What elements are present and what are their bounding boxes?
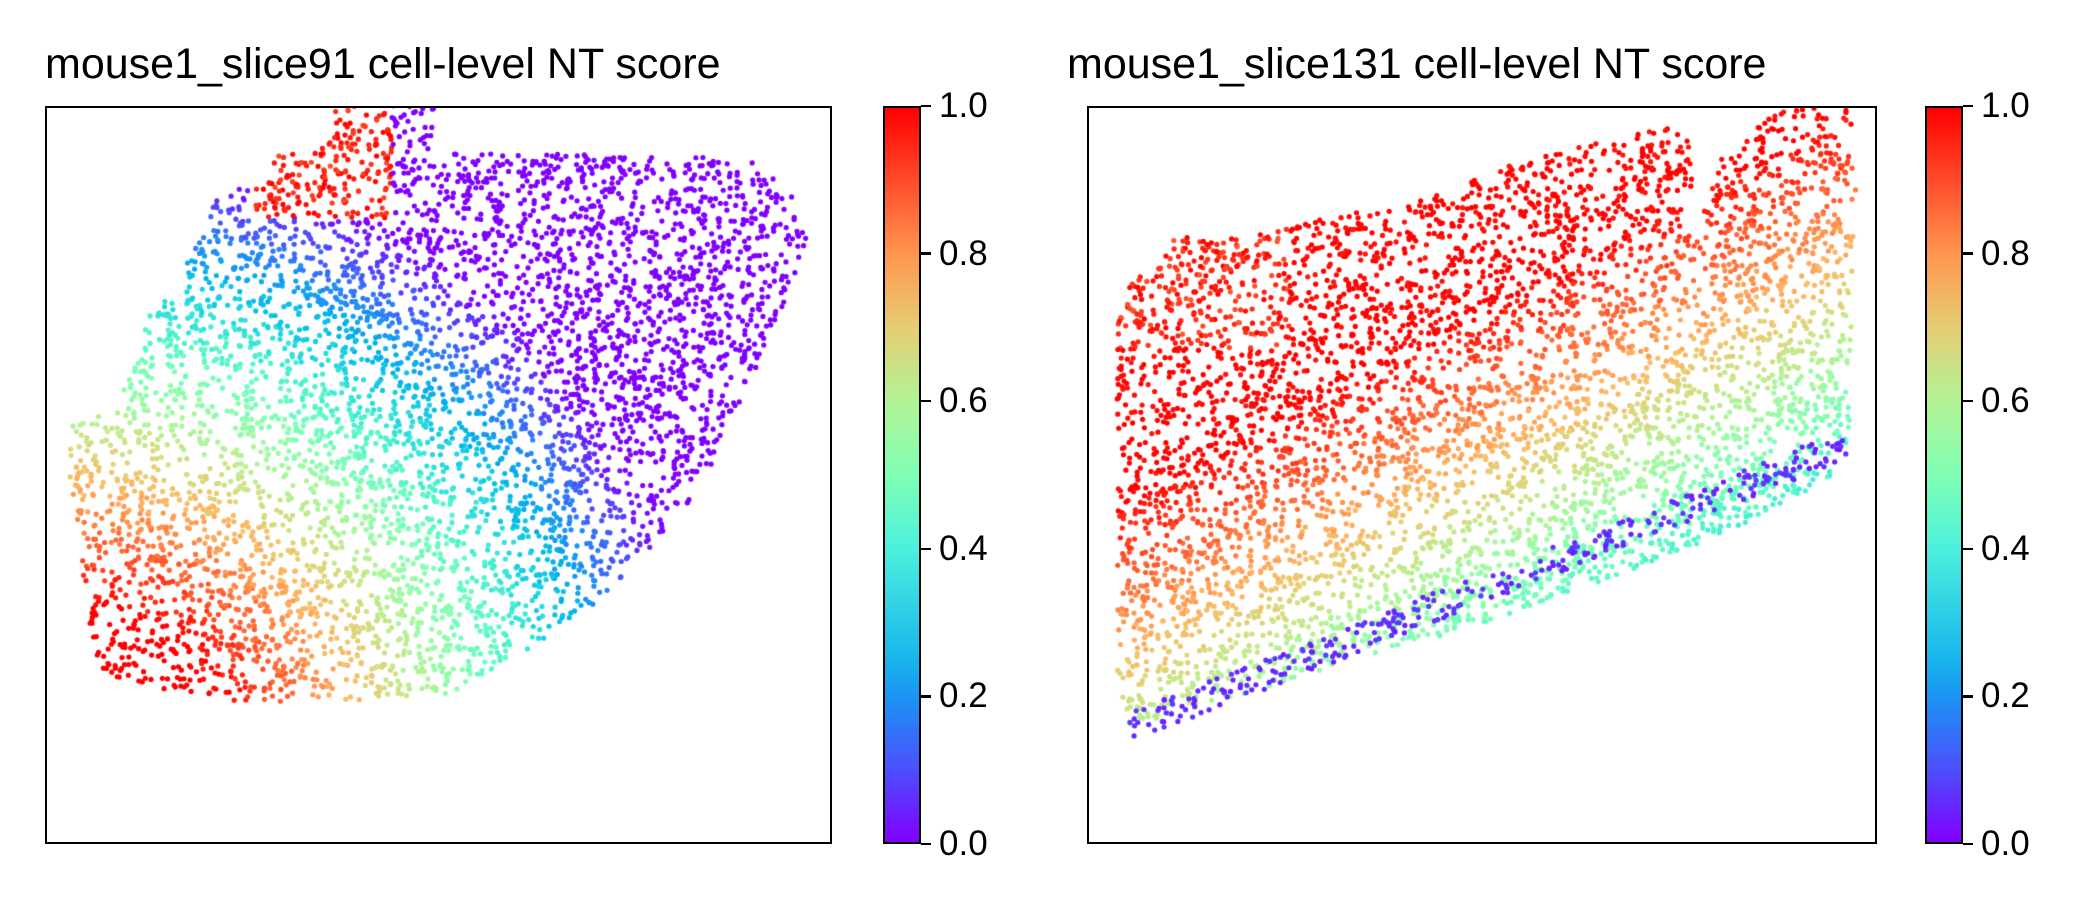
colorbar-tick-mark [921, 695, 931, 698]
colorbar-tick-label: 0.6 [939, 381, 988, 421]
colorbar-tick-mark [1963, 547, 1973, 551]
colorbar-tick-label: 0.2 [1981, 676, 2030, 716]
colorbar-tick-mark [921, 547, 931, 551]
colorbar-slice91 [883, 106, 921, 844]
colorbar-tick-label: 1.0 [1981, 86, 2030, 125]
colorbar-tick-label: 0.8 [1981, 233, 2030, 273]
chart-title-slice91: mouse1_slice91 cell-level NT score [45, 40, 721, 88]
colorbar-tick-mark [921, 252, 931, 255]
scatter-points-slice131 [1089, 108, 1874, 841]
colorbar-tick-mark [1963, 104, 1973, 108]
colorbar-tick-label: 1.0 [939, 86, 988, 125]
colorbar-tick-label: 0.4 [939, 528, 988, 568]
colorbar-tick-mark [1963, 252, 1973, 255]
colorbar-tick-label: 0.4 [1981, 528, 2030, 568]
colorbar-tick-mark [921, 104, 931, 108]
colorbar-tick-mark [1963, 695, 1973, 698]
colorbar-tick-mark [921, 399, 931, 403]
colorbar-tick-mark [921, 842, 931, 846]
colorbar-slice131 [1925, 106, 1963, 844]
colorbar-tick-label: 0.8 [939, 233, 988, 273]
scatter-points-slice91 [47, 108, 829, 841]
colorbar-tick-label: 0.0 [1981, 824, 2030, 863]
scatter-plot-slice91 [45, 106, 832, 844]
colorbar-tick-label: 0.6 [1981, 381, 2030, 421]
colorbar-tick-mark [1963, 399, 1973, 403]
colorbar-tick-label: 0.2 [939, 676, 988, 716]
colorbar-tick-mark [1963, 842, 1973, 846]
scatter-plot-slice131 [1087, 106, 1877, 844]
chart-title-slice131: mouse1_slice131 cell-level NT score [1067, 40, 1767, 88]
colorbar-tick-label: 0.0 [939, 824, 988, 863]
